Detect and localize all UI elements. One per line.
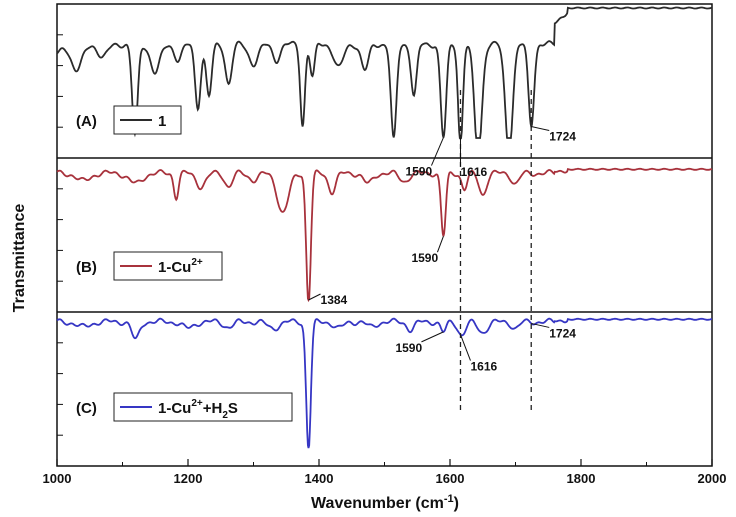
series-line-a	[56, 6, 713, 139]
legend-label: 1	[158, 113, 166, 130]
x-axis-title: Wavenumber (cm-1)	[311, 493, 459, 512]
x-tick-label: 1000	[43, 471, 72, 486]
annotation-leader	[430, 137, 444, 166]
legend-label: 1-Cu2++H2S	[158, 398, 238, 421]
annotation-label: 1590	[405, 165, 432, 179]
annotation-label: 1616	[460, 165, 487, 179]
annotation-leader	[531, 126, 550, 132]
x-tick-label: 1400	[305, 471, 334, 486]
annotation-leader	[308, 293, 321, 301]
x-axis: 1000 1200 1400 1600 1800 2000	[43, 459, 727, 486]
series-line-c	[56, 317, 713, 449]
annotation-label: 1590	[395, 341, 422, 355]
x-tick-label: 2000	[698, 471, 727, 486]
annotation-leader	[436, 236, 444, 253]
annotation-label: 1384	[321, 293, 348, 307]
series-line-b	[56, 167, 713, 303]
annotation-leader	[531, 322, 550, 328]
panel-label: (C)	[76, 400, 97, 417]
panel-label: (A)	[76, 113, 97, 130]
x-tick-label: 1600	[436, 471, 465, 486]
annotations-group: 1590 1616 1724 1590 1384 1590 1616 1724	[308, 126, 576, 374]
annotation-leader	[421, 331, 444, 343]
annotation-label: 1724	[549, 326, 576, 340]
spectra-group	[56, 6, 713, 449]
x-tick-label: 1200	[174, 471, 203, 486]
annotation-leader	[460, 334, 471, 361]
x-tick-label: 1800	[567, 471, 596, 486]
legend-label: 1-Cu2+	[158, 257, 203, 276]
annotation-label: 1724	[549, 130, 576, 144]
legends-group: (A) 1 (B) 1-Cu2+ (C) 1-Cu2++H2S	[76, 105, 293, 422]
panel-label: (B)	[76, 259, 97, 276]
y-axis-title: Transmittance	[11, 204, 28, 313]
annotation-label: 1616	[470, 360, 497, 374]
annotation-label: 1590	[411, 251, 438, 265]
